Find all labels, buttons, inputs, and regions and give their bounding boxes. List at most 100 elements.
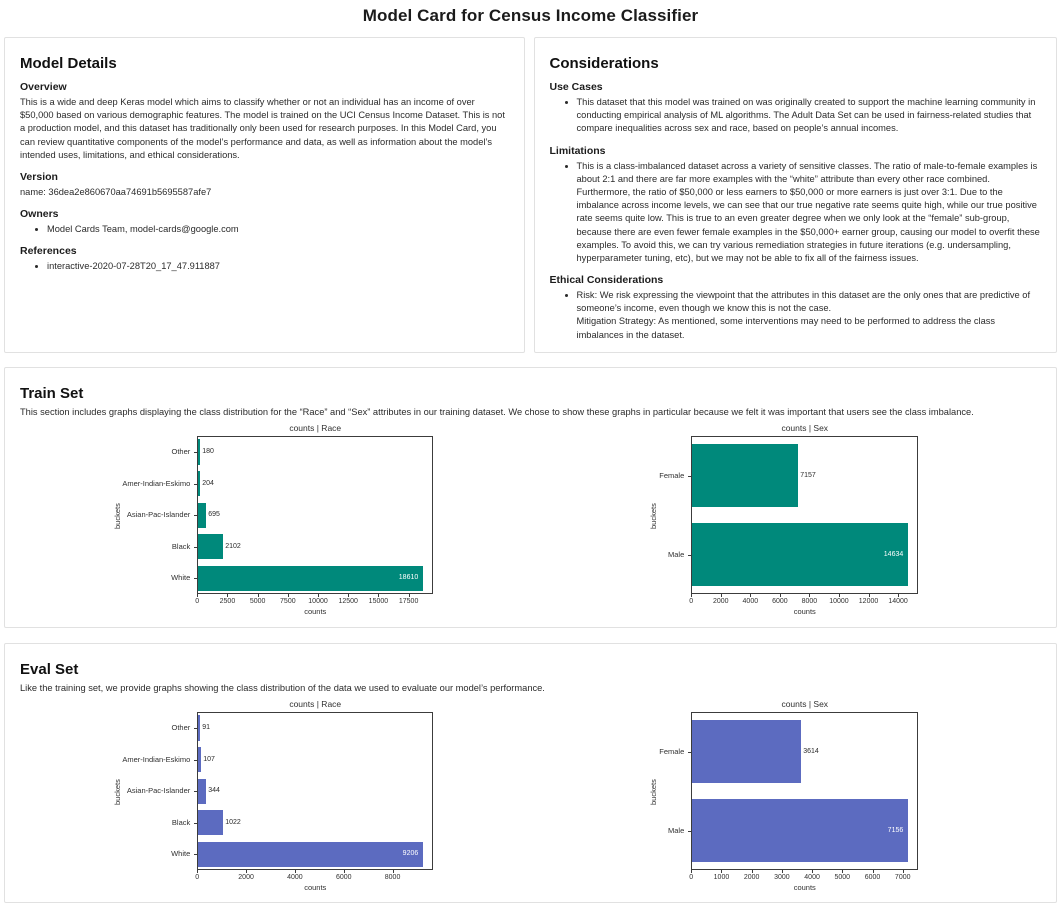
use-case-item: This dataset that this model was trained…	[577, 96, 1042, 136]
x-tick-label: 2000	[743, 874, 760, 882]
y-tick-label: Male	[667, 825, 685, 835]
x-tick-mark	[902, 870, 904, 874]
figure-title: counts | Race	[289, 699, 342, 710]
top-cards-row: Model Details Overview This is a wide an…	[4, 37, 1057, 353]
bar	[198, 470, 201, 497]
bar-value-label: 9206	[402, 850, 419, 858]
x-tick-mark	[751, 870, 753, 874]
x-axis-label: counts	[793, 883, 816, 893]
bar-value-label: 344	[208, 787, 220, 795]
train-set-title: Train Set	[20, 385, 84, 402]
x-tick-mark	[318, 594, 320, 598]
references-list: interactive-2020-07-28T20_17_47.911887	[20, 260, 509, 273]
y-tick-label: Asian-Pac-Islander	[126, 510, 191, 520]
x-tick-mark	[750, 594, 752, 598]
y-tick-mark	[194, 791, 198, 793]
x-tick-mark	[898, 594, 900, 598]
y-tick-mark	[194, 451, 198, 453]
x-tick-mark	[809, 594, 811, 598]
y-axis-label: buckets	[649, 779, 659, 806]
eval-set-card: Eval Set Like the training set, we provi…	[4, 643, 1057, 903]
limitation-item: This is a class-imbalanced dataset acros…	[577, 160, 1042, 266]
bar-value-label: 180	[202, 447, 214, 455]
limitations-list: This is a class-imbalanced dataset acros…	[550, 160, 1042, 266]
bar	[692, 720, 802, 784]
y-tick-label: White	[171, 849, 191, 859]
y-tick-mark	[688, 830, 692, 832]
owner-item: Model Cards Team, model-cards@google.com	[47, 223, 509, 236]
x-tick-label: 7500	[280, 598, 296, 606]
x-tick-label: 12500	[338, 598, 358, 606]
x-tick-mark	[294, 870, 296, 874]
x-tick-mark	[720, 594, 722, 598]
x-tick-label: 5000	[834, 874, 851, 882]
x-tick-label: 17500	[398, 598, 419, 606]
eval-sex-chart: counts | Sex buckets Female 3614 Male 7156 0 10…	[643, 699, 928, 897]
x-tick-label: 5000	[249, 598, 266, 606]
eval-set-description: Like the training set, we provide graphs…	[20, 683, 545, 693]
x-axis-label: counts	[304, 883, 327, 893]
model-details-title: Model Details	[20, 55, 117, 72]
bar-value-label: 14634	[883, 550, 904, 558]
x-tick-mark	[257, 594, 259, 598]
use-cases-heading: Use Cases	[549, 81, 603, 93]
x-tick-label: 0	[195, 874, 200, 882]
x-tick-mark	[872, 870, 874, 874]
x-tick-mark	[691, 870, 693, 874]
x-tick-label: 0	[195, 598, 200, 606]
x-tick-mark	[392, 870, 394, 874]
ethical-considerations-list: Risk: We risk expressing the viewpoint t…	[550, 289, 1042, 342]
bar	[198, 746, 202, 773]
y-tick-mark	[194, 578, 198, 580]
x-axis-label: counts	[793, 607, 816, 617]
x-tick-mark	[779, 594, 781, 598]
bar-value-label: 2102	[225, 542, 241, 550]
ethical-consideration-item: Risk: We risk expressing the viewpoint t…	[577, 289, 1042, 342]
train-race-chart: counts | Race buckets Other 180 Amer-Indian-…	[107, 423, 443, 621]
bar	[198, 841, 424, 867]
bar	[692, 799, 909, 863]
y-tick-mark	[194, 822, 198, 824]
y-tick-mark	[194, 483, 198, 485]
bar	[198, 439, 201, 465]
bar-value-label: 695	[208, 511, 220, 519]
eval-charts-row: counts | Race buckets Other 91 Amer-Indian-E…	[20, 699, 1041, 897]
x-tick-mark	[842, 870, 844, 874]
y-axis-label: buckets	[649, 503, 659, 530]
x-tick-mark	[197, 870, 199, 874]
y-tick-label: Other	[171, 722, 191, 732]
x-tick-label: 1000	[713, 874, 730, 882]
y-tick-label: Amer-Indian-Eskimo	[122, 478, 191, 488]
train-set-description: This section includes graphs displaying …	[20, 407, 974, 417]
bar-value-label: 7157	[800, 471, 816, 479]
x-tick-mark	[227, 594, 229, 598]
bar-value-label: 3614	[803, 747, 819, 755]
bar	[198, 565, 424, 591]
owners-list: Model Cards Team, model-cards@google.com	[20, 223, 509, 236]
limitations-heading: Limitations	[549, 144, 606, 157]
x-tick-mark	[197, 594, 199, 598]
bar	[198, 778, 207, 804]
x-tick-label: 2000	[238, 874, 254, 882]
bar-value-label: 91	[202, 723, 211, 731]
x-tick-label: 8000	[384, 874, 401, 882]
x-tick-label: 0	[689, 598, 694, 606]
y-tick-label: Asian-Pac-Islander	[126, 786, 191, 796]
y-tick-label: Male	[667, 549, 685, 559]
train-set-card: Train Set This section includes graphs d…	[4, 367, 1057, 628]
x-tick-mark	[721, 870, 723, 874]
eval-set-title: Eval Set	[20, 661, 79, 678]
reference-item: interactive-2020-07-28T20_17_47.911887	[47, 260, 509, 273]
owners-heading: Owners	[20, 208, 59, 221]
x-tick-label: 4000	[804, 874, 820, 882]
x-tick-label: 6000	[335, 874, 352, 882]
y-tick-label: Amer-Indian-Eskimo	[122, 754, 191, 764]
bar	[692, 523, 909, 587]
x-tick-mark	[378, 594, 380, 598]
y-tick-label: Black	[171, 817, 191, 827]
bar-value-label: 7156	[887, 826, 904, 834]
model-details-card: Model Details Overview This is a wide an…	[4, 37, 525, 353]
y-tick-label: Female	[659, 470, 685, 480]
bar	[198, 502, 207, 528]
x-tick-label: 4000	[287, 874, 303, 882]
